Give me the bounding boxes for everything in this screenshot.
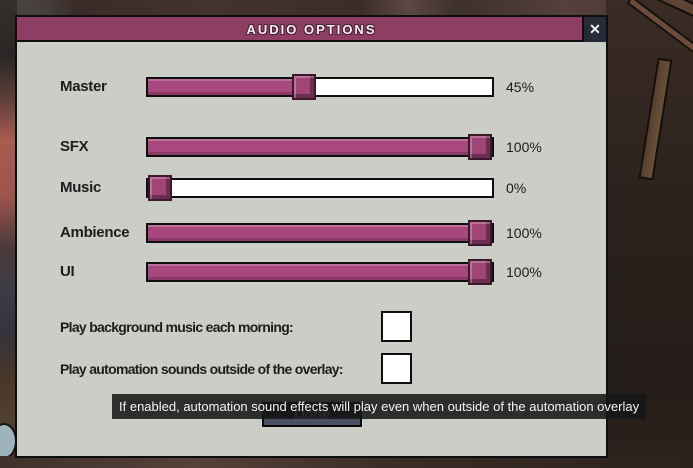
sfx-slider-handle[interactable] <box>468 134 492 160</box>
ambience-slider-value: 100% <box>506 225 542 241</box>
slider-label-master: Master <box>60 78 107 95</box>
ambience-slider[interactable] <box>146 220 494 246</box>
ui-slider-rail <box>148 259 492 285</box>
music-slider-value: 0% <box>506 180 527 196</box>
ambience-slider-handle[interactable] <box>468 220 492 246</box>
sfx-slider-rail <box>148 134 492 160</box>
checkbox-label-background-music: Play background music each morning: <box>60 319 294 335</box>
slider-label-ambience: Ambience <box>60 224 130 241</box>
music-slider-handle[interactable] <box>148 175 172 201</box>
slider-label-music: Music <box>60 179 102 196</box>
background-art-top <box>0 0 693 17</box>
audio-options-dialog: AUDIO OPTIONS ✕ Master 45% SFX 100% Musi… <box>15 15 608 458</box>
master-slider-rail <box>148 74 468 100</box>
checkbox-label-automation-sounds: Play automation sounds outside of the ov… <box>60 361 344 377</box>
ambience-slider-fill <box>148 225 492 241</box>
ui-slider-handle[interactable] <box>468 259 492 285</box>
ui-slider[interactable] <box>146 259 494 285</box>
slider-label-sfx: SFX <box>60 138 89 155</box>
ui-slider-fill <box>148 264 492 280</box>
master-slider-fill <box>148 79 303 95</box>
master-slider-value: 45% <box>506 79 535 95</box>
slider-label-ui: UI <box>60 263 75 280</box>
ui-slider-value: 100% <box>506 264 542 280</box>
tooltip: If enabled, automation sound effects wil… <box>112 394 647 419</box>
ambience-slider-rail <box>148 220 492 246</box>
background-art-left <box>0 0 17 468</box>
sfx-slider[interactable] <box>146 134 494 160</box>
dialog-titlebar: AUDIO OPTIONS <box>17 17 606 42</box>
background-art-right <box>606 0 693 468</box>
sfx-slider-fill <box>148 139 492 155</box>
music-slider[interactable] <box>146 175 494 201</box>
checkbox-automation-sounds[interactable] <box>381 353 412 384</box>
close-button[interactable]: ✕ <box>582 17 606 42</box>
sfx-slider-value: 100% <box>506 139 542 155</box>
checkbox-background-music[interactable] <box>381 311 412 342</box>
dialog-title: AUDIO OPTIONS <box>246 22 377 37</box>
master-slider[interactable] <box>146 74 494 100</box>
master-slider-handle[interactable] <box>292 74 316 100</box>
background-art-bottom <box>0 456 693 468</box>
music-slider-rail <box>148 175 468 201</box>
